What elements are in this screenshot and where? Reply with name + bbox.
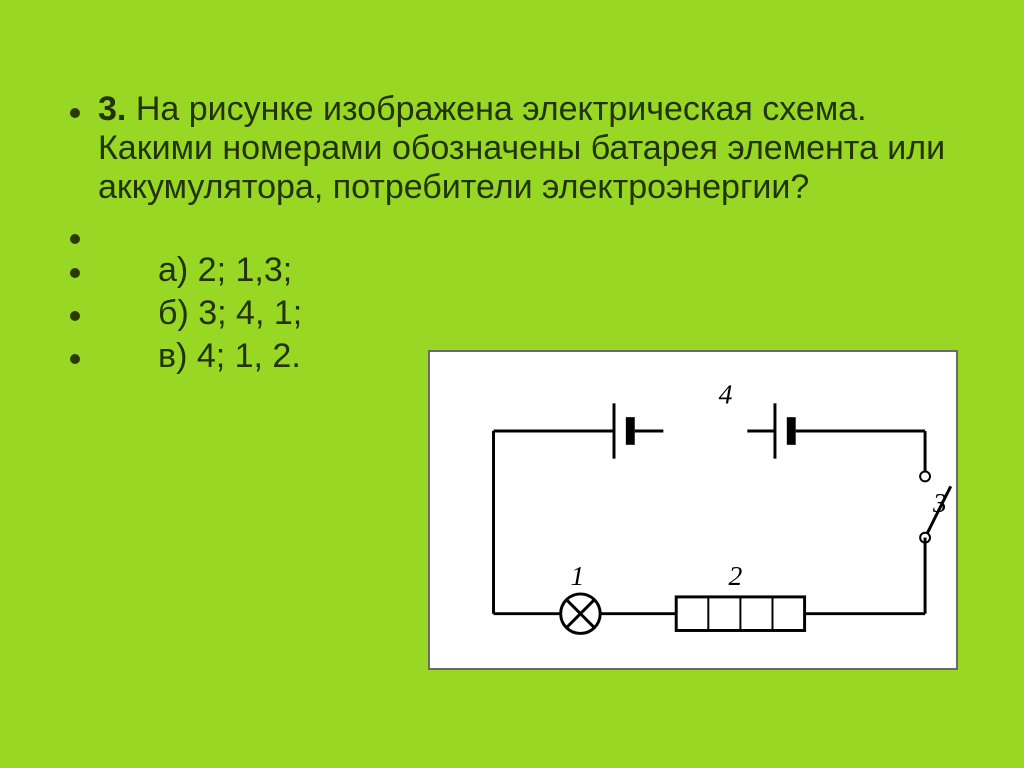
svg-text:2: 2 (729, 560, 743, 591)
question-number: 3. (98, 90, 126, 128)
option-text: б) 3; 4, 1; (158, 294, 302, 333)
slide: 3. На рисунке изображена электрическая с… (0, 0, 1024, 768)
option-b: б) 3; 4, 1; (70, 294, 954, 333)
svg-text:3: 3 (932, 487, 947, 518)
circuit-svg: 1 2 3 4 (430, 352, 956, 668)
spacer-bullet (70, 211, 954, 249)
svg-text:4: 4 (719, 378, 733, 409)
bullet-icon (70, 108, 80, 118)
question-block: 3. На рисунке изображена электрическая с… (70, 90, 954, 207)
option-text: в) 4; 1, 2. (158, 337, 301, 376)
option-a: а) 2; 1,3; (70, 251, 954, 290)
question-body: На рисунке изображена электрическая схем… (98, 90, 945, 206)
svg-text:1: 1 (571, 560, 585, 591)
bullet-icon (70, 311, 80, 321)
circuit-diagram: 1 2 3 4 (428, 350, 958, 670)
option-text: а) 2; 1,3; (158, 251, 292, 290)
question-text: 3. На рисунке изображена электрическая с… (98, 90, 954, 207)
bullet-icon (70, 234, 80, 244)
bullet-icon (70, 354, 80, 364)
bullet-icon (70, 268, 80, 278)
